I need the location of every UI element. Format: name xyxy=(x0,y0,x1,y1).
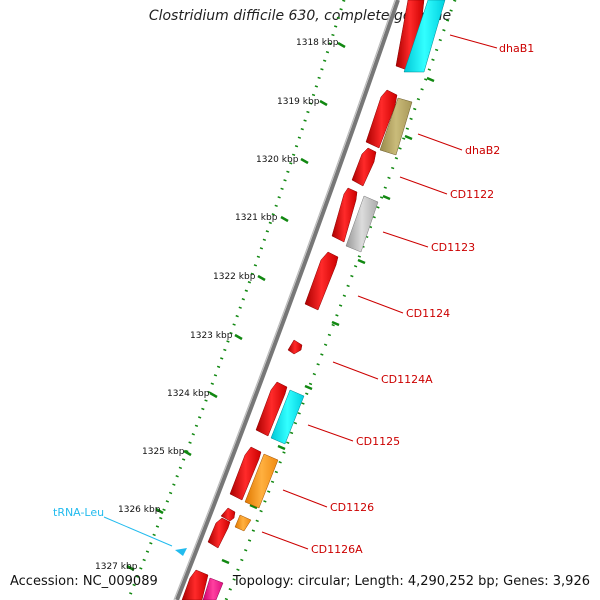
gene-label-dhab1[interactable]: dhaB1 xyxy=(499,42,534,55)
kbp-label: 1318 kbp xyxy=(296,38,339,48)
genome-summary-text: Topology: circular; Length: 4,290,252 bp… xyxy=(232,574,590,589)
genome-backbone xyxy=(175,0,400,600)
accession-text: Accession: NC_009089 xyxy=(10,574,158,589)
cds-arrow[interactable] xyxy=(351,147,377,187)
inner-ticks xyxy=(221,76,435,565)
cds-arrow[interactable] xyxy=(255,381,288,437)
gene-label-cd1123[interactable]: CD1123 xyxy=(431,241,475,254)
kbp-label: 1319 kbp xyxy=(277,97,320,107)
cds-forward-strand[interactable] xyxy=(181,0,425,600)
cds-olive-bar[interactable] xyxy=(379,97,413,156)
gene-label-cd1125[interactable]: CD1125 xyxy=(356,435,400,448)
cds-cyan-bar[interactable] xyxy=(270,389,305,445)
cds-orange-bar[interactable] xyxy=(234,514,252,532)
kbp-label: 1324 kbp xyxy=(167,389,210,399)
cds-orange-bar[interactable] xyxy=(244,453,279,509)
kbp-label: 1323 kbp xyxy=(190,331,233,341)
kbp-label: 1326 kbp xyxy=(118,505,161,515)
kbp-label: 1325 kbp xyxy=(142,447,185,457)
kbp-label: 1327 kbp xyxy=(95,562,138,572)
cds-arrow[interactable] xyxy=(365,89,398,149)
cds-arrow[interactable] xyxy=(181,569,209,600)
cds-arrow[interactable] xyxy=(287,339,303,355)
cds-grey-bar[interactable] xyxy=(345,195,379,253)
trna-marker[interactable] xyxy=(175,548,187,556)
cds-cyan-bar[interactable] xyxy=(403,0,446,73)
kbp-label: 1321 kbp xyxy=(235,213,278,223)
gene-label-cd1126a[interactable]: CD1126A xyxy=(311,543,363,556)
gene-leader-lines xyxy=(261,34,498,550)
kbp-label: 1322 kbp xyxy=(213,272,256,282)
map-title: Clostridium difficile 630, complete geno… xyxy=(148,8,452,24)
feature-bars[interactable] xyxy=(202,0,446,600)
gene-label-cd1122[interactable]: CD1122 xyxy=(450,188,494,201)
cds-arrow[interactable] xyxy=(207,517,231,549)
cds-arrow[interactable] xyxy=(331,187,358,243)
gene-label-cd1124[interactable]: CD1124 xyxy=(406,307,450,320)
gene-label-cd1126[interactable]: CD1126 xyxy=(330,501,374,514)
cds-pink-bar[interactable] xyxy=(202,577,224,600)
gene-label-cd1124a[interactable]: CD1124A xyxy=(381,373,433,386)
kbp-label: 1320 kbp xyxy=(256,155,299,165)
cds-arrow[interactable] xyxy=(220,507,236,522)
cds-arrow[interactable] xyxy=(304,251,339,311)
cds-arrow[interactable] xyxy=(229,446,262,501)
kbp-ticks xyxy=(126,41,346,572)
gene-label-dhab2[interactable]: dhaB2 xyxy=(465,144,500,157)
trna-leader-line xyxy=(103,516,173,547)
trna-label[interactable]: tRNA-Leu xyxy=(53,506,104,519)
